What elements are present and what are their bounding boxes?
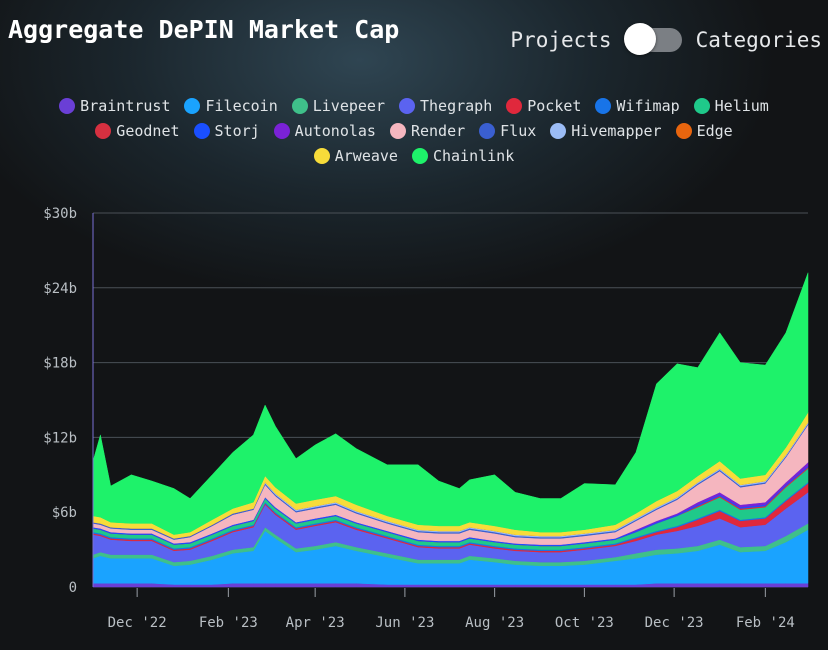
legend-swatch [193, 122, 210, 139]
legend-swatch [595, 97, 612, 114]
legend-item-geodnet[interactable]: Geodnet [95, 121, 180, 140]
legend-item-render[interactable]: Render [389, 121, 466, 140]
legend-label: Helium [714, 96, 769, 115]
x-tick-label: Apr '23 [286, 615, 345, 631]
legend-item-autonolas[interactable]: Autonolas [273, 121, 376, 140]
y-tick-label: $6b [52, 505, 77, 521]
x-tick-label: Feb '24 [736, 615, 795, 631]
legend-item-flux[interactable]: Flux [479, 121, 536, 140]
toggle-label-projects[interactable]: Projects [510, 28, 612, 52]
legend-swatch [506, 97, 523, 114]
legend-swatch [550, 122, 567, 139]
page-title: Aggregate DePIN Market Cap [8, 15, 400, 44]
legend-label: Pocket [527, 96, 582, 115]
legend-label: Arweave [334, 146, 398, 165]
legend-swatch [675, 122, 692, 139]
stacked-areas [92, 213, 809, 588]
legend-item-chainlink[interactable]: Chainlink [411, 146, 515, 165]
legend-swatch [693, 97, 710, 114]
legend-swatch [95, 122, 112, 139]
x-tick-label: Feb '23 [199, 615, 258, 631]
legend-swatch [184, 97, 201, 114]
legend-item-braintrust[interactable]: Braintrust [59, 96, 170, 115]
x-axis-ticks: Dec '22 Feb '23 Apr '23 Jun '23 Aug '23 Oct '… [108, 588, 795, 631]
legend-item-helium[interactable]: Helium [693, 96, 769, 115]
legend-swatch [291, 97, 308, 114]
legend-item-pocket[interactable]: Pocket [506, 96, 581, 115]
legend-label: Thegraph [419, 96, 493, 115]
y-tick-label: $12b [43, 430, 77, 446]
y-tick-label: $18b [43, 356, 77, 372]
y-axis-ticks: 0 $6b $12b $18b $24b $30b [43, 206, 77, 596]
chart-legend: Braintrust Filecoin Livepeer Thegraph Pocket… [0, 96, 828, 165]
x-tick-label: Jun '23 [375, 615, 434, 631]
legend-item-hivemapper[interactable]: Hivemapper [550, 121, 662, 140]
legend-swatch [389, 122, 406, 139]
legend-label: Hivemapper [571, 121, 662, 140]
legend-label: Render [410, 121, 466, 140]
legend-label: Chainlink [432, 146, 515, 165]
legend-label: Filecoin [205, 96, 278, 115]
legend-label: Storj [214, 121, 260, 140]
legend-label: Wifimap [616, 96, 680, 115]
legend-item-filecoin[interactable]: Filecoin [184, 96, 278, 115]
area-chainlink [92, 272, 809, 535]
legend-swatch [313, 147, 330, 164]
legend-item-wifimap[interactable]: Wifimap [595, 96, 680, 115]
legend-swatch [273, 122, 290, 139]
legend-label: Geodnet [116, 121, 180, 140]
y-tick-label: 0 [69, 580, 77, 596]
legend-item-edge[interactable]: Edge [675, 121, 733, 140]
toggle-label-categories[interactable]: Categories [695, 28, 822, 52]
legend-label: Flux [500, 121, 537, 140]
legend-item-arweave[interactable]: Arweave [313, 146, 398, 165]
x-tick-label: Oct '23 [555, 615, 614, 631]
legend-label: Autonolas [294, 121, 376, 140]
legend-label: Livepeer [312, 96, 385, 115]
legend-swatch [398, 97, 415, 114]
x-tick-label: Dec '23 [645, 615, 704, 631]
legend-item-storj[interactable]: Storj [193, 121, 260, 140]
view-toggle-switch[interactable] [623, 23, 682, 55]
x-tick-label: Dec '22 [108, 615, 167, 631]
legend-swatch [59, 97, 76, 114]
x-tick-label: Aug '23 [465, 615, 524, 631]
toggle-knob[interactable] [623, 23, 656, 55]
view-toggle: Projects Categories [510, 23, 822, 55]
legend-swatch [411, 147, 428, 164]
y-tick-label: $24b [43, 281, 77, 297]
legend-item-thegraph[interactable]: Thegraph [398, 96, 493, 115]
legend-swatch [479, 122, 496, 139]
legend-label: Edge [696, 121, 733, 140]
y-tick-label: $30b [43, 206, 77, 222]
legend-item-livepeer[interactable]: Livepeer [291, 96, 385, 115]
legend-label: Braintrust [80, 96, 171, 115]
